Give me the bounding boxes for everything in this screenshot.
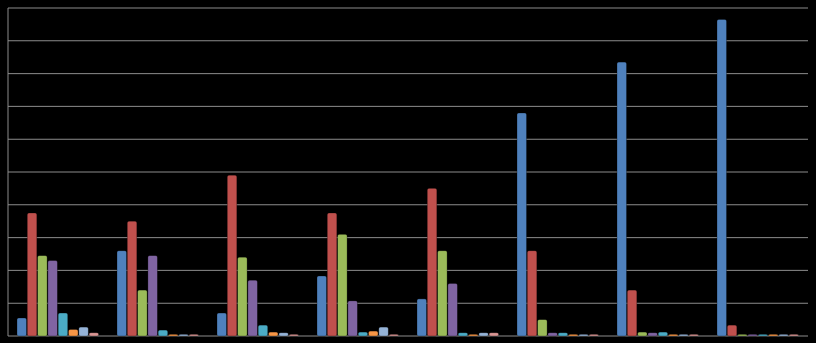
bar xyxy=(516,112,527,337)
bar xyxy=(457,332,469,337)
bar xyxy=(726,324,738,337)
bar xyxy=(647,332,658,337)
bar xyxy=(368,330,379,337)
bar xyxy=(168,333,179,337)
bar xyxy=(678,333,689,337)
bar xyxy=(26,212,38,337)
bar xyxy=(537,319,548,337)
bar xyxy=(657,331,669,337)
bar xyxy=(226,174,238,337)
bar xyxy=(16,317,27,337)
bar xyxy=(78,326,89,337)
bar xyxy=(488,332,500,337)
bar xyxy=(468,333,479,337)
bar xyxy=(568,333,579,337)
bar xyxy=(216,312,227,337)
bar xyxy=(688,333,699,337)
bar xyxy=(778,333,789,337)
bar xyxy=(378,326,389,337)
bar xyxy=(547,332,558,337)
bar xyxy=(637,331,648,337)
bar xyxy=(278,332,289,337)
bar xyxy=(147,255,158,337)
bar xyxy=(416,298,427,337)
bar xyxy=(357,331,369,337)
bar xyxy=(88,332,99,337)
bar xyxy=(157,329,169,337)
bar xyxy=(626,289,638,337)
bar xyxy=(116,250,127,337)
bar xyxy=(388,333,400,337)
bar xyxy=(126,220,138,337)
bar xyxy=(426,187,438,337)
bar xyxy=(526,250,538,337)
bar xyxy=(288,333,300,337)
bar xyxy=(616,61,627,337)
bar xyxy=(68,329,79,337)
bar xyxy=(437,250,448,337)
bar xyxy=(237,256,248,337)
bar xyxy=(326,212,338,337)
bar xyxy=(347,300,358,337)
bar xyxy=(768,333,779,337)
bar xyxy=(188,333,200,337)
bar xyxy=(447,283,458,337)
bar xyxy=(37,255,48,337)
bar xyxy=(757,333,769,337)
bar xyxy=(257,324,269,337)
bar xyxy=(478,332,489,337)
bar xyxy=(737,333,748,337)
bar xyxy=(788,333,799,337)
bar xyxy=(716,19,727,337)
bar xyxy=(578,333,589,337)
bar xyxy=(668,333,679,337)
bar xyxy=(57,312,69,337)
bar xyxy=(268,331,279,337)
bar xyxy=(178,333,189,337)
bar xyxy=(316,275,327,337)
bar xyxy=(747,333,758,337)
bar xyxy=(557,332,569,337)
bar xyxy=(337,233,348,337)
bar xyxy=(137,289,148,337)
bar xyxy=(47,260,58,337)
bar xyxy=(247,279,258,337)
bar xyxy=(588,333,599,337)
